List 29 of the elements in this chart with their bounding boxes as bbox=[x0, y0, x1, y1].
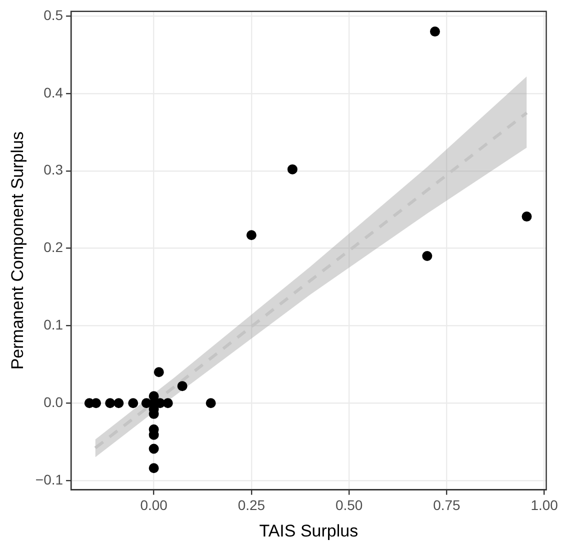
y-tick-label: −0.1 bbox=[35, 471, 64, 488]
point bbox=[148, 444, 159, 454]
point bbox=[105, 398, 116, 408]
x-tick-label: 0.50 bbox=[335, 497, 363, 514]
point bbox=[246, 230, 256, 240]
point bbox=[128, 398, 138, 408]
y-tick-label: 0.4 bbox=[44, 84, 64, 100]
y-tick-label: 0.1 bbox=[44, 316, 64, 333]
x-tick-label: 0.00 bbox=[140, 497, 168, 514]
point bbox=[162, 398, 173, 408]
point bbox=[91, 398, 102, 408]
point bbox=[287, 164, 298, 174]
point bbox=[148, 463, 159, 474]
point bbox=[114, 398, 124, 408]
y-axis-title: Permanent Component Surplus bbox=[8, 132, 27, 370]
point bbox=[154, 367, 164, 378]
point bbox=[177, 381, 188, 392]
point bbox=[522, 212, 532, 222]
point bbox=[430, 26, 440, 37]
x-axis-title: TAIS Surplus bbox=[259, 521, 358, 540]
y-tick-label: 0.0 bbox=[44, 394, 64, 410]
x-tick-label: 0.25 bbox=[238, 497, 266, 514]
y-tick-label: 0.3 bbox=[44, 162, 64, 178]
y-tick-label: 0.5 bbox=[44, 6, 64, 23]
x-tick-label: 1.00 bbox=[530, 497, 558, 514]
point bbox=[422, 251, 432, 262]
point bbox=[206, 398, 216, 408]
y-tick-label: 0.2 bbox=[44, 239, 64, 256]
x-tick-label: 0.75 bbox=[433, 497, 461, 514]
